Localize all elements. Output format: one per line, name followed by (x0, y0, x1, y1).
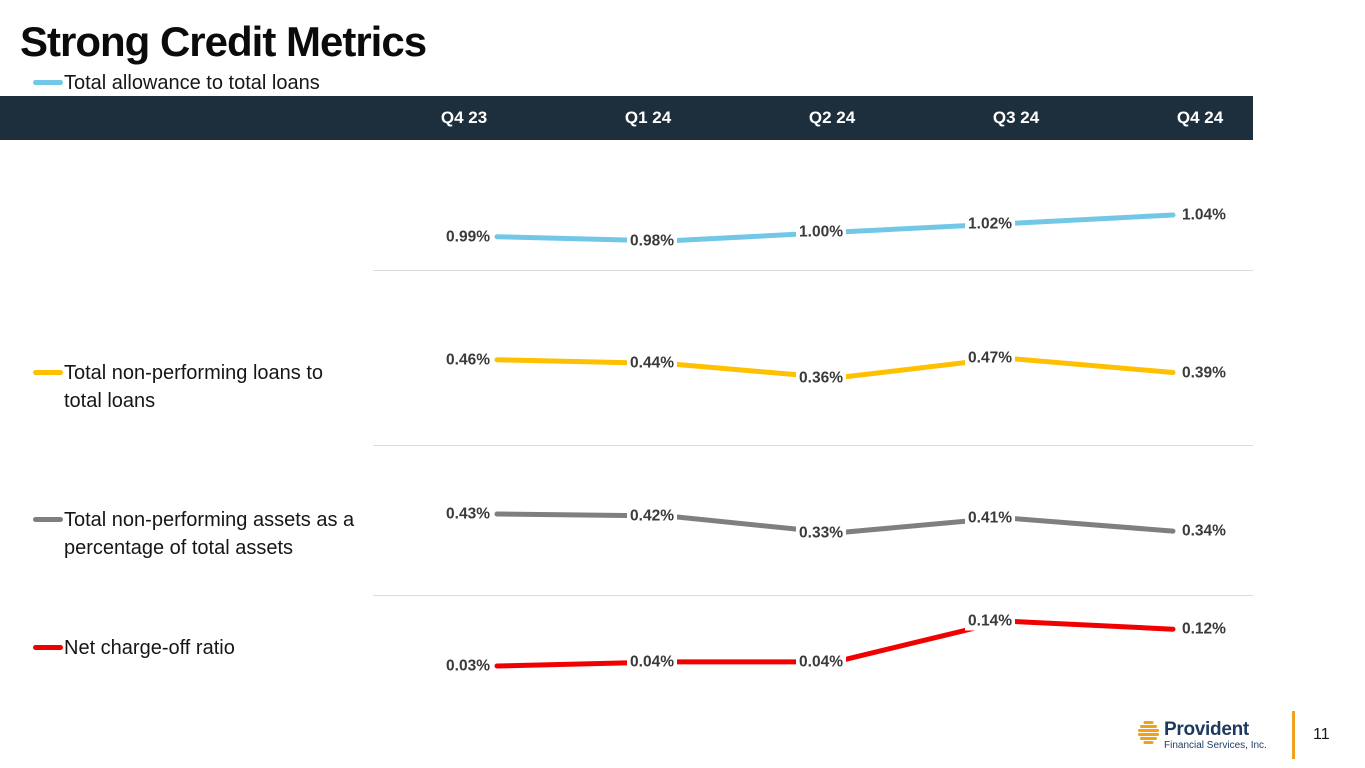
legend-dash-icon (33, 80, 63, 85)
sparkline-path (494, 355, 1176, 381)
data-label: 0.99% (446, 228, 490, 246)
data-label: 0.98% (627, 231, 677, 251)
legend-dash-icon (33, 370, 63, 375)
legend-npl: Total non-performing loans to total loan… (33, 359, 354, 415)
data-label: 0.43% (446, 505, 490, 523)
sparkline-total-allowance: 0.99% 0.98% 1.00% 1.02% 1.04% (0, 140, 1365, 270)
legend-label: Total allowance to total loans (64, 72, 320, 94)
data-label: 1.02% (965, 214, 1015, 234)
metric-row-npl: 0.46% 0.44% 0.36% 0.47% 0.39% Total non-perf… (0, 270, 1365, 445)
row-divider (373, 270, 1253, 271)
legend-dash-icon (33, 517, 63, 522)
sparkline-charge-off: 0.03% 0.04% 0.04% 0.14% 0.12% (0, 595, 1365, 700)
data-label: 0.12% (1182, 620, 1226, 638)
header-col-q1-24: Q1 24 (624, 108, 672, 127)
legend-dash-icon (33, 645, 63, 650)
legend-npa: Total non-performing assets as a percent… (33, 506, 382, 562)
logo-name: Provident (1164, 719, 1249, 740)
data-label: 0.36% (796, 368, 846, 388)
data-label: 0.44% (627, 353, 677, 373)
data-label: 0.41% (965, 508, 1015, 528)
legend-total-allowance: Total allowance to total loans (33, 69, 384, 97)
legend-label: Total non-performing loans to total loan… (64, 362, 324, 412)
page-number: 11 (1313, 726, 1330, 743)
data-label: 1.00% (796, 222, 846, 242)
data-label: 1.04% (1182, 206, 1226, 224)
provident-beehive-icon (1138, 721, 1159, 744)
page-title: Strong Credit Metrics (20, 18, 427, 65)
header-col-q4-23: Q4 23 (440, 108, 488, 127)
data-label: 0.39% (1182, 364, 1226, 382)
header-col-q4-24: Q4 24 (1176, 108, 1224, 127)
metric-row-charge-off: 0.03% 0.04% 0.04% 0.14% 0.12% Net charge-off… (0, 595, 1365, 700)
sparkline-path (494, 212, 1176, 244)
legend-charge-off: Net charge-off ratio (33, 634, 384, 662)
header-col-q3-24: Q3 24 (992, 108, 1040, 127)
row-divider (373, 595, 1253, 596)
metric-row-npa: 0.43% 0.42% 0.33% 0.41% 0.34% Total non-perf… (0, 445, 1365, 595)
data-label: 0.34% (1182, 522, 1226, 540)
sparkline-npa: 0.43% 0.42% 0.33% 0.41% 0.34% (0, 445, 1365, 595)
data-label: 0.33% (796, 523, 846, 543)
provident-logo: Provident Financial Services, Inc. (1136, 720, 1267, 751)
header-col-q2-24: Q2 24 (808, 108, 856, 127)
sparkline-npl: 0.46% 0.44% 0.36% 0.47% 0.39% (0, 270, 1365, 445)
data-label: 0.42% (627, 506, 677, 526)
legend-label: Net charge-off ratio (64, 637, 235, 659)
footer-divider-rule (1292, 711, 1295, 759)
data-label: 0.04% (627, 652, 677, 672)
data-label: 0.47% (965, 348, 1015, 368)
provident-logo-text: Provident Financial Services, Inc. (1164, 719, 1267, 752)
logo-subtext: Financial Services, Inc. (1164, 740, 1267, 751)
row-divider (373, 445, 1253, 446)
quarter-header-bar: Q4 23 Q1 24 Q2 24 Q3 24 Q4 24 (0, 96, 1253, 140)
data-label: 0.46% (446, 351, 490, 369)
data-label: 0.14% (965, 611, 1015, 631)
data-label: 0.04% (796, 652, 846, 672)
legend-label: Total non-performing assets as a percent… (64, 509, 355, 559)
data-label: 0.03% (446, 657, 490, 675)
metric-row-total-allowance: 0.99% 0.98% 1.00% 1.02% 1.04% Total allowanc… (0, 72, 1365, 270)
